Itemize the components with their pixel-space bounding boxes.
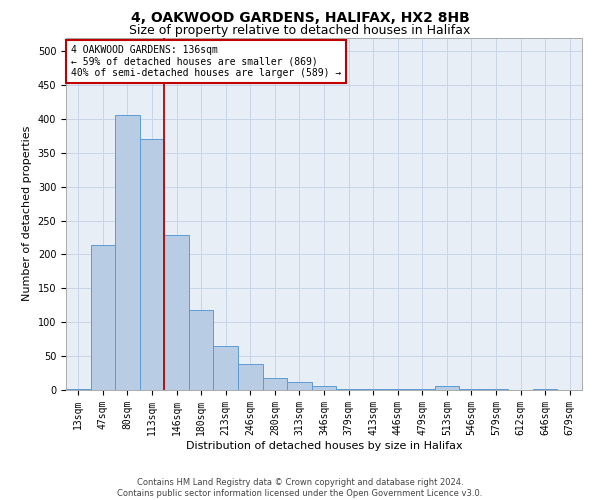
Y-axis label: Number of detached properties: Number of detached properties <box>22 126 32 302</box>
Bar <box>312 386 336 390</box>
Bar <box>336 388 361 390</box>
Bar <box>140 139 164 390</box>
Bar <box>66 388 91 390</box>
Text: 4 OAKWOOD GARDENS: 136sqm
← 59% of detached houses are smaller (869)
40% of semi: 4 OAKWOOD GARDENS: 136sqm ← 59% of detac… <box>71 44 341 78</box>
Text: Contains HM Land Registry data © Crown copyright and database right 2024.
Contai: Contains HM Land Registry data © Crown c… <box>118 478 482 498</box>
Text: 4, OAKWOOD GARDENS, HALIFAX, HX2 8HB: 4, OAKWOOD GARDENS, HALIFAX, HX2 8HB <box>131 11 469 25</box>
Bar <box>115 116 140 390</box>
Bar <box>434 386 459 390</box>
Bar <box>214 346 238 390</box>
Bar <box>263 378 287 390</box>
X-axis label: Distribution of detached houses by size in Halifax: Distribution of detached houses by size … <box>185 440 463 450</box>
Bar <box>287 382 312 390</box>
Bar <box>91 245 115 390</box>
Bar <box>189 310 214 390</box>
Bar <box>361 388 385 390</box>
Bar <box>385 388 410 390</box>
Text: Size of property relative to detached houses in Halifax: Size of property relative to detached ho… <box>130 24 470 37</box>
Bar <box>164 236 189 390</box>
Bar <box>238 364 263 390</box>
